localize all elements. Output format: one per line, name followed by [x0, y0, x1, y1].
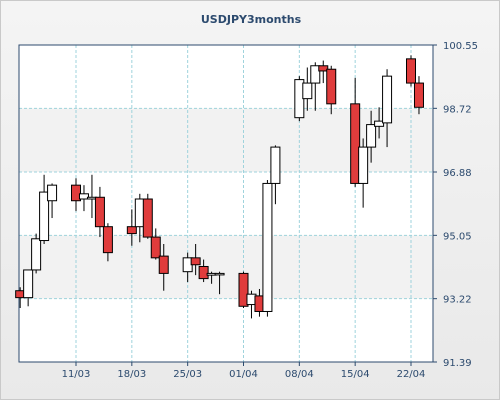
- x-tick-label: 15/04: [341, 369, 370, 380]
- chart-title: USDJPY3months: [200, 13, 302, 26]
- x-tick-label: 11/03: [62, 369, 91, 380]
- candle-body-up: [262, 182, 273, 312]
- candle-body-down: [126, 226, 137, 235]
- candle-body-down: [142, 198, 153, 238]
- plot-band: [19, 235, 433, 299]
- y-tick-label: 98.72: [443, 104, 472, 115]
- candle-body-up: [214, 272, 225, 276]
- x-tick-label: 25/03: [173, 369, 202, 380]
- candle-body-down: [158, 255, 169, 274]
- plot-area: [19, 45, 433, 362]
- candle-body-up: [366, 124, 377, 148]
- candle-body-up: [374, 120, 385, 127]
- candle-body-up: [78, 193, 89, 200]
- candle-body-up: [23, 269, 34, 299]
- y-tick-label: 100.55: [443, 41, 478, 52]
- candle-body-up: [310, 65, 321, 84]
- candle-body-up: [270, 146, 281, 184]
- candle-body-down: [406, 58, 416, 84]
- candle-body-up: [302, 82, 313, 100]
- candle-body-down: [350, 103, 361, 184]
- candle-body-up: [358, 146, 369, 184]
- y-tick-label: 95.05: [443, 231, 472, 242]
- candle-body-down: [71, 184, 81, 202]
- candle-body-down: [413, 82, 424, 108]
- plot-border: [18, 44, 434, 363]
- x-tick-label: 22/04: [397, 369, 426, 380]
- candle-body-up: [31, 238, 42, 271]
- candle-body-up: [47, 184, 58, 202]
- y-tick-label: 91.39: [443, 358, 472, 369]
- candle-body-down: [190, 257, 201, 266]
- candle-body-down: [318, 65, 329, 72]
- candle-body-down: [198, 265, 209, 280]
- candle-body-down: [326, 68, 337, 105]
- candle-body-up: [39, 191, 50, 242]
- y-tick-label: 96.88: [443, 168, 472, 179]
- candle-body-down: [150, 236, 161, 259]
- x-tick-label: 01/04: [229, 369, 258, 380]
- y-tick-label: 93.22: [443, 295, 472, 306]
- candle-body-down: [94, 196, 105, 228]
- x-tick-label: 08/04: [285, 369, 314, 380]
- candle-body-down: [238, 272, 249, 307]
- candle-body-up: [382, 75, 393, 124]
- candle-body-down: [102, 226, 113, 254]
- x-tick-label: 18/03: [117, 369, 146, 380]
